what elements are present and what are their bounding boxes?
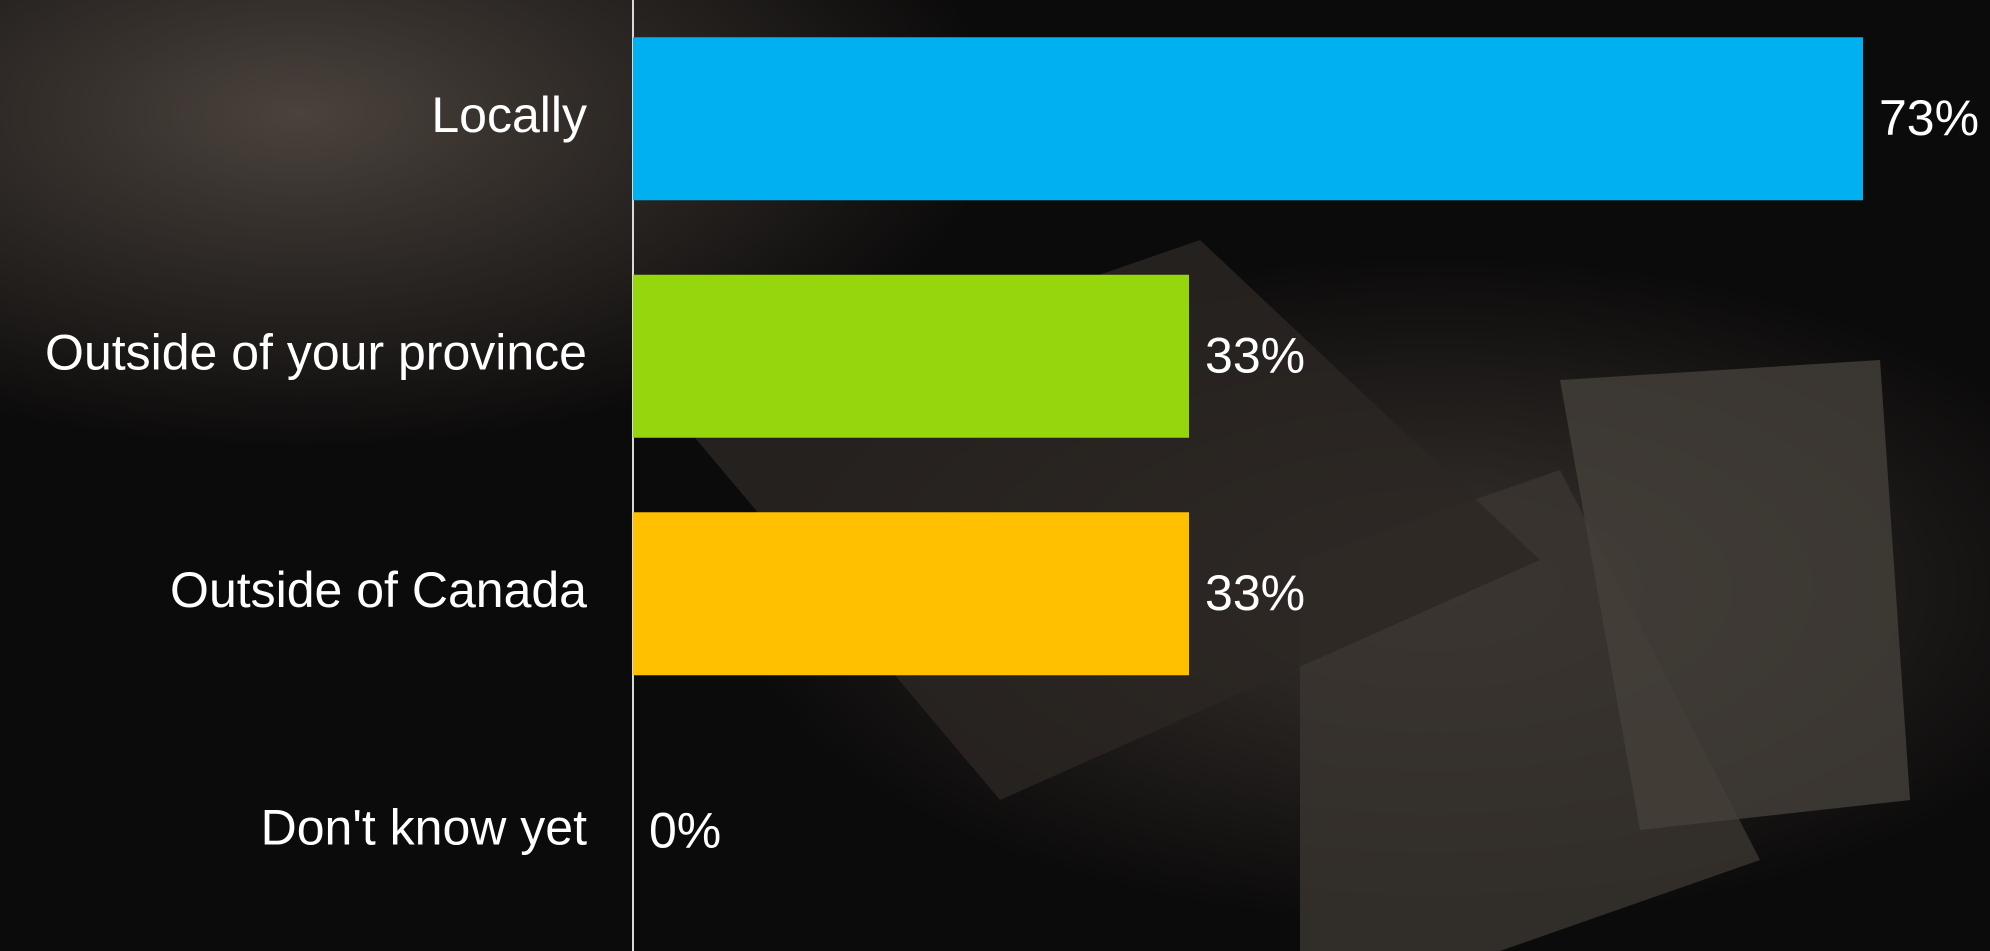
category-label: Outside of Canada [170, 562, 587, 618]
category-label: Outside of your province [45, 324, 587, 380]
bar [633, 274, 1190, 438]
background-photo [1560, 360, 1910, 830]
bar [633, 37, 1863, 201]
category-label: Locally [431, 87, 587, 143]
value-label: 33% [1205, 327, 1305, 383]
value-label: 0% [649, 802, 721, 858]
category-label: Don't know yet [261, 799, 587, 855]
value-label: 33% [1205, 565, 1305, 621]
value-label: 73% [1879, 90, 1979, 146]
bar [633, 512, 1190, 676]
